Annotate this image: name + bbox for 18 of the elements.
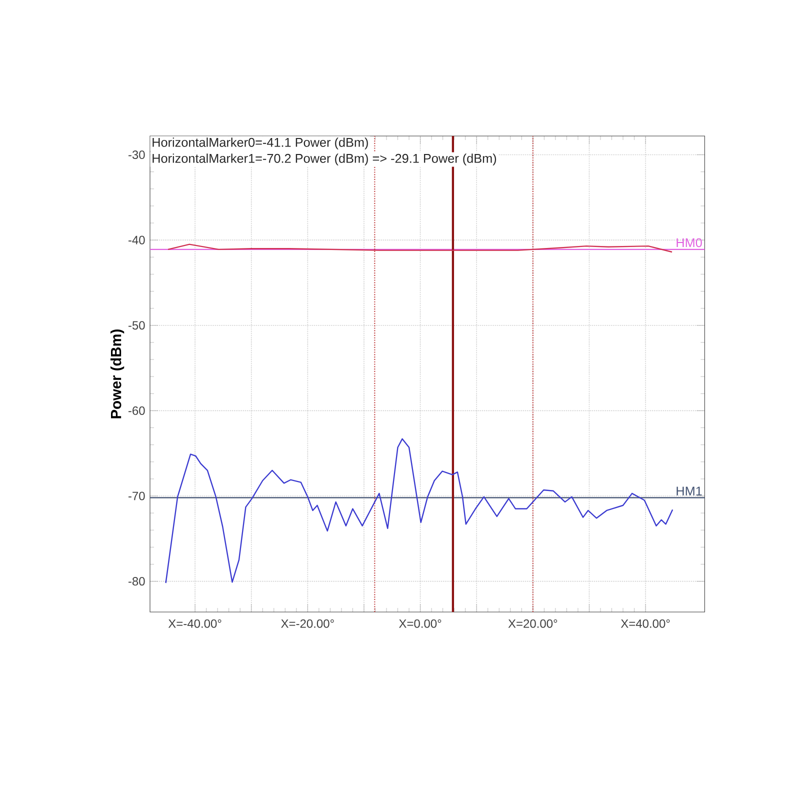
y-tick-label: -50 bbox=[128, 321, 145, 330]
y-tick-label: -30 bbox=[128, 150, 145, 160]
ref-line-label: HM1 bbox=[676, 486, 702, 496]
x-tick-label: X=-20.00° bbox=[281, 619, 334, 628]
x-tick-label: X=0.00° bbox=[398, 619, 442, 628]
ref-line-label: HM0 bbox=[676, 238, 702, 248]
line-series bbox=[165, 438, 674, 584]
line-series bbox=[167, 244, 673, 253]
y-tick-label: -60 bbox=[128, 406, 145, 415]
annotation: HorizontalMarker0=-41.1 Power (dBm) bbox=[152, 138, 368, 150]
x-tick-label: X=-40.00° bbox=[168, 619, 222, 628]
y-axis-title: Power (dBm) bbox=[110, 330, 124, 418]
x-tick-label: X=40.00° bbox=[620, 619, 670, 628]
y-tick-label: -80 bbox=[128, 577, 145, 586]
y-tick-label: -40 bbox=[128, 236, 145, 244]
annotation: HorizontalMarker1=-70.2 Power (dBm) => -29.1 Power (dBm) bbox=[152, 154, 496, 166]
x-tick-label: X=20.00° bbox=[508, 619, 558, 628]
y-tick-label: -70 bbox=[128, 492, 145, 500]
